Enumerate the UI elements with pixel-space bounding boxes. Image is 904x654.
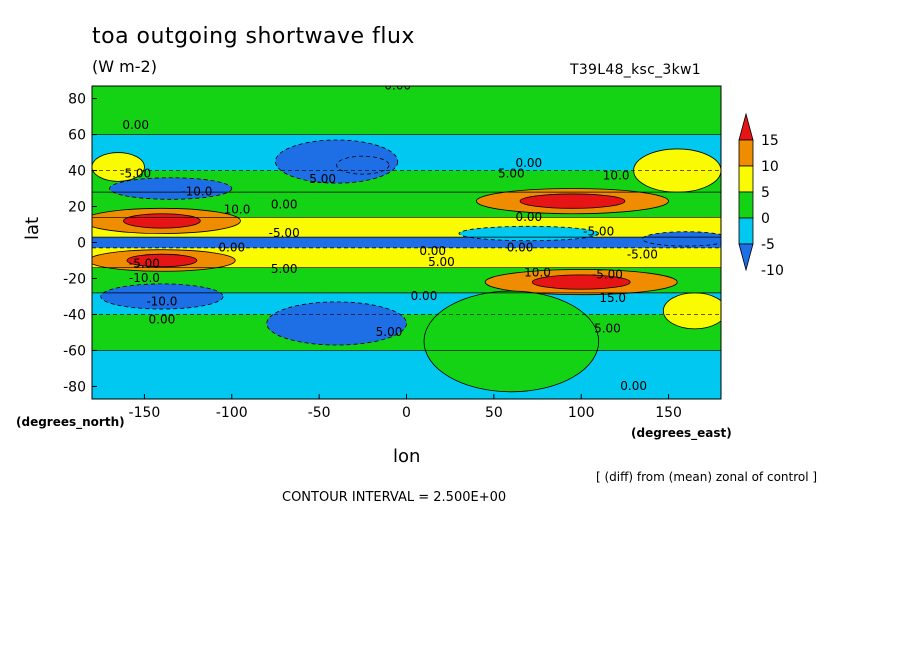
heat-band [92, 237, 721, 248]
heat-cell [123, 213, 201, 229]
y-axis-label: lat [22, 216, 43, 240]
contour-label: -10.0 [181, 185, 212, 199]
heat-cell [336, 155, 390, 175]
contour-interval: CONTOUR INTERVAL = 2.500E+00 [282, 490, 507, 505]
contour-label: -5.00 [583, 224, 614, 238]
y-tick-label: -80 [63, 379, 86, 395]
contour-label: 0.00 [218, 240, 245, 254]
contour-label: 0.00 [411, 289, 438, 303]
chart-title: toa outgoing shortwave flux [92, 24, 415, 49]
y-unit-label: (degrees_north) [16, 415, 125, 429]
contour-label: -10.0 [146, 294, 177, 308]
colorbar-segment [738, 165, 754, 193]
contour-label: 5.00 [271, 262, 298, 276]
chart-subtitle: (W m-2) [92, 57, 157, 76]
experiment-label: T39L48_ksc_3kw1 [570, 62, 701, 78]
contour-label: 0.00 [507, 240, 534, 254]
y-tick-label: -20 [63, 271, 86, 287]
heat-band [92, 86, 721, 135]
x-axis-label: lon [393, 446, 421, 467]
contour-label: 5.00 [428, 255, 455, 269]
colorbar-top-arrow [738, 112, 754, 141]
x-tick-label: 150 [655, 405, 682, 421]
y-tick-label: -40 [63, 307, 86, 323]
colorbar-segment [738, 139, 754, 167]
contour-label: 10.0 [524, 266, 551, 280]
contour-label: 0.00 [620, 379, 647, 393]
heat-cell [531, 274, 631, 290]
contour-label: 5.00 [594, 321, 621, 335]
colorbar-bottom-arrow [738, 243, 754, 272]
heat-cell [519, 193, 626, 209]
x-tick-label: -150 [129, 405, 161, 421]
contour-label: 0.00 [384, 79, 411, 93]
colorbar-label: 5 [761, 185, 770, 201]
colorbar-label: 10 [761, 159, 779, 175]
colorbar-label: -5 [761, 237, 775, 253]
contour-label: 0.00 [149, 312, 176, 326]
heat-band [92, 350, 721, 399]
y-tick-label: 20 [68, 200, 86, 216]
y-tick-label: -60 [63, 343, 86, 359]
x-unit-label: (degrees_east) [631, 426, 732, 440]
x-tick-label: -50 [308, 405, 331, 421]
y-tick-label: 80 [68, 92, 86, 108]
y-tick-label: 0 [77, 236, 86, 252]
heat-band [92, 247, 721, 268]
y-tick-label: 40 [68, 164, 86, 180]
contour-label: 5.00 [498, 167, 525, 181]
contour-label: 5.00 [376, 325, 403, 339]
contour-label: 0.00 [122, 118, 149, 132]
y-tick-label: 60 [68, 128, 86, 144]
colorbar-label: 15 [761, 133, 779, 149]
x-tick-label: -100 [216, 405, 248, 421]
heat-band [92, 170, 721, 193]
heat-band [92, 314, 721, 351]
contour-label: -5.00 [269, 226, 300, 240]
contour-label: 5.00 [309, 172, 336, 186]
colorbar-segment [738, 191, 754, 219]
contour-label: -5.00 [129, 257, 160, 271]
colorbar-segment [738, 217, 754, 245]
contour-label: 0.00 [419, 244, 446, 258]
contour-label: 0.00 [271, 197, 298, 211]
colorbar-label: 0 [761, 211, 770, 227]
contour-label: 0.00 [515, 156, 542, 170]
heat-cell [109, 177, 233, 200]
contour-label: 15.0 [599, 291, 626, 305]
x-tick-label: 50 [485, 405, 503, 421]
heat-band [92, 134, 721, 171]
x-tick-label: 0 [402, 405, 411, 421]
heat-cell [641, 231, 721, 247]
heat-cell [423, 290, 600, 393]
heat-cell [92, 152, 145, 182]
heat-cell [458, 225, 600, 242]
heat-cell [100, 283, 224, 310]
x-tick-label: 100 [568, 405, 595, 421]
contour-label: 0.00 [515, 210, 542, 224]
contour-label: -5.00 [627, 248, 658, 262]
heat-cell [126, 253, 198, 268]
footnote: [ (diff) from (mean) zonal of control ] [596, 470, 818, 484]
heat-cell [266, 301, 407, 346]
colorbar-label: -10 [761, 263, 784, 279]
contour-label: 10.0 [224, 203, 251, 217]
heat-cell [662, 292, 721, 330]
contour-label: 10.0 [603, 169, 630, 183]
contour-label: -5.00 [592, 267, 623, 281]
contour-label: -5.00 [120, 167, 151, 181]
contour-label: -10.0 [129, 271, 160, 285]
